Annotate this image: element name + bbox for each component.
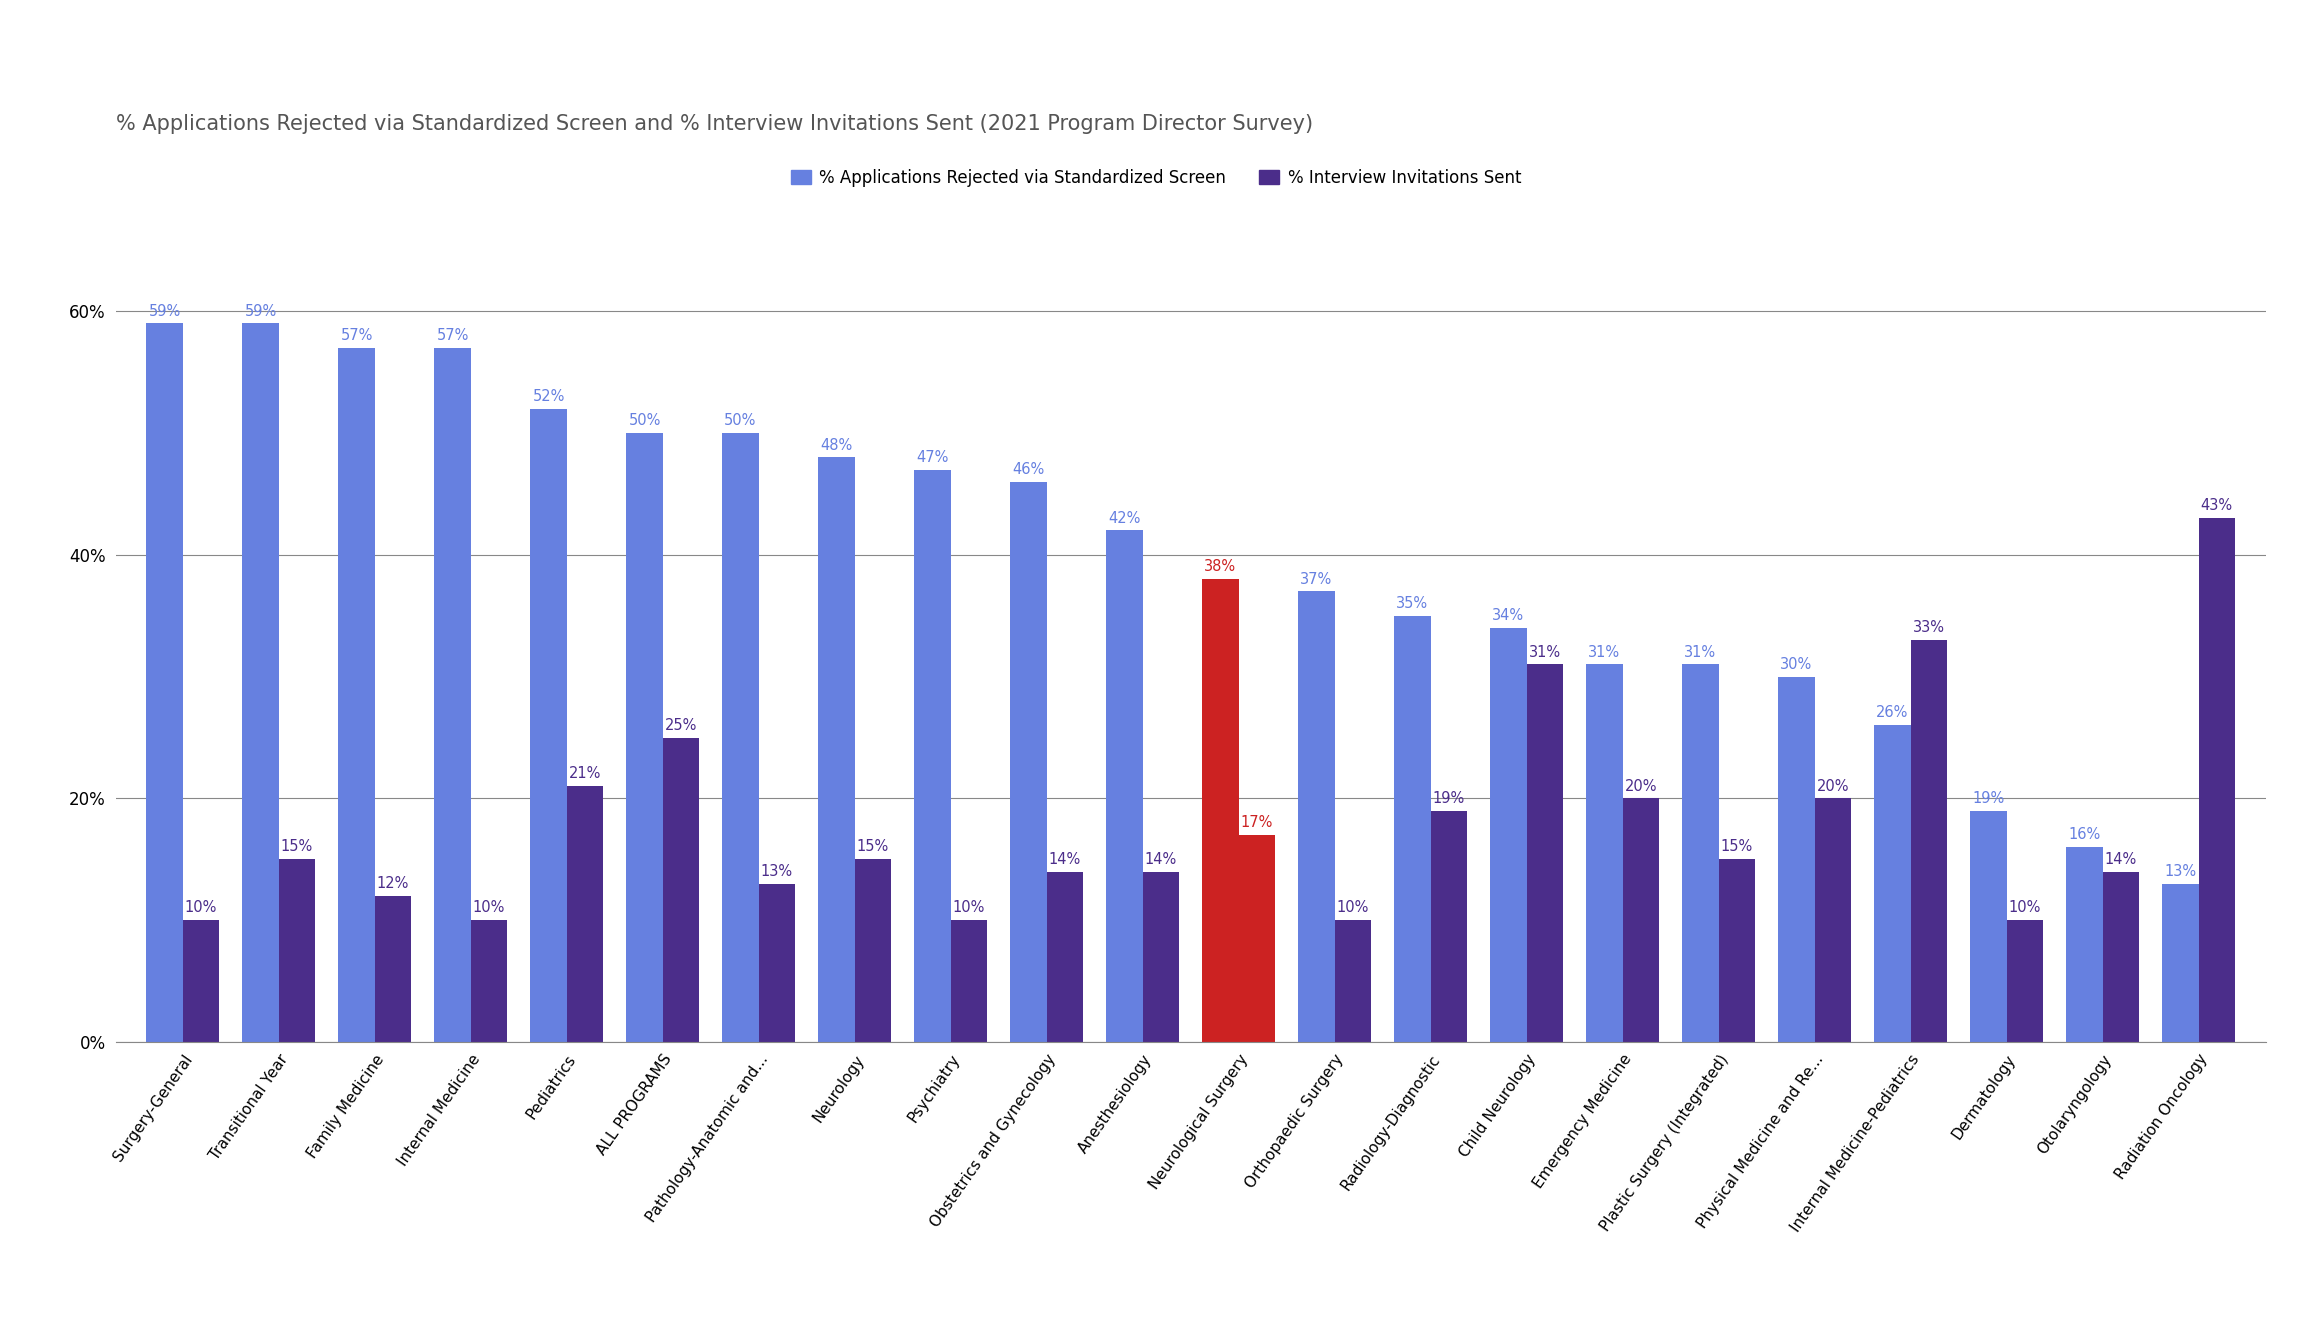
Bar <box>1623 799 1660 1042</box>
Text: 10%: 10% <box>474 900 506 915</box>
Text: 59%: 59% <box>245 303 277 318</box>
Text: 13%: 13% <box>2164 864 2196 879</box>
Text: 10%: 10% <box>2009 900 2041 915</box>
Bar <box>1526 664 1563 1042</box>
Bar <box>758 883 795 1042</box>
Bar <box>146 323 183 1042</box>
Text: 15%: 15% <box>1720 839 1752 855</box>
Text: 35%: 35% <box>1396 596 1429 611</box>
Text: 31%: 31% <box>1528 644 1561 660</box>
Bar <box>2162 883 2199 1042</box>
Text: 21%: 21% <box>569 767 601 782</box>
Bar <box>338 347 375 1042</box>
Bar <box>2067 847 2102 1042</box>
Bar <box>1586 664 1623 1042</box>
Text: 33%: 33% <box>1912 620 1944 635</box>
Bar <box>1683 664 1718 1042</box>
Bar <box>243 323 280 1042</box>
Text: 14%: 14% <box>1144 851 1177 867</box>
Text: 10%: 10% <box>1336 900 1369 915</box>
Bar <box>1010 482 1047 1042</box>
Text: 48%: 48% <box>821 437 853 453</box>
Text: 15%: 15% <box>858 839 890 855</box>
Bar <box>627 433 664 1042</box>
Text: 25%: 25% <box>666 717 698 732</box>
Text: 46%: 46% <box>1013 462 1045 477</box>
Bar <box>721 433 758 1042</box>
Bar <box>183 921 220 1042</box>
Bar <box>472 921 506 1042</box>
Text: 31%: 31% <box>1588 644 1621 660</box>
Bar <box>664 737 698 1042</box>
Bar <box>2007 921 2044 1042</box>
Text: 13%: 13% <box>761 864 793 879</box>
Text: % Applications Rejected via Standardized Screen and % Interview Invitations Sent: % Applications Rejected via Standardized… <box>116 114 1313 134</box>
Bar <box>2199 518 2236 1042</box>
Text: 26%: 26% <box>1875 705 1907 720</box>
Bar <box>855 859 890 1042</box>
Bar <box>1394 616 1431 1042</box>
Text: 20%: 20% <box>1817 779 1850 794</box>
Text: 30%: 30% <box>1780 657 1813 672</box>
Bar <box>950 921 987 1042</box>
Bar <box>1142 871 1179 1042</box>
Bar <box>818 457 855 1042</box>
Bar <box>280 859 314 1042</box>
Text: 57%: 57% <box>437 327 469 343</box>
Bar <box>1239 835 1276 1042</box>
Bar <box>1910 640 1947 1042</box>
Text: 16%: 16% <box>2069 827 2102 842</box>
Bar <box>913 469 950 1042</box>
Text: 34%: 34% <box>1491 608 1524 623</box>
Text: 43%: 43% <box>2201 498 2233 513</box>
Bar <box>1431 811 1468 1042</box>
Bar <box>1105 530 1142 1042</box>
Text: 47%: 47% <box>916 450 948 465</box>
Bar <box>375 896 412 1042</box>
Text: 15%: 15% <box>280 839 312 855</box>
Text: 50%: 50% <box>629 413 661 428</box>
Text: 12%: 12% <box>377 876 409 891</box>
Bar <box>435 347 472 1042</box>
Bar <box>1047 871 1082 1042</box>
Bar <box>529 409 566 1042</box>
Bar <box>566 787 603 1042</box>
Text: 19%: 19% <box>1972 791 2005 806</box>
Bar <box>2102 871 2139 1042</box>
Bar <box>1299 592 1334 1042</box>
Text: 10%: 10% <box>185 900 217 915</box>
Bar <box>1334 921 1371 1042</box>
Bar <box>1718 859 1755 1042</box>
Text: 52%: 52% <box>532 389 564 403</box>
Legend: % Applications Rejected via Standardized Screen, % Interview Invitations Sent: % Applications Rejected via Standardized… <box>784 162 1528 194</box>
Bar <box>1875 725 1910 1042</box>
Text: 37%: 37% <box>1299 572 1332 587</box>
Text: 59%: 59% <box>148 303 180 318</box>
Bar <box>1778 676 1815 1042</box>
Text: 17%: 17% <box>1242 815 1274 830</box>
Text: 57%: 57% <box>340 327 372 343</box>
Text: 14%: 14% <box>1050 851 1082 867</box>
Bar <box>1970 811 2007 1042</box>
Text: 19%: 19% <box>1433 791 1466 806</box>
Text: 42%: 42% <box>1107 510 1140 525</box>
Text: 50%: 50% <box>724 413 756 428</box>
Bar <box>1491 628 1526 1042</box>
Text: 14%: 14% <box>2104 851 2136 867</box>
Text: 31%: 31% <box>1685 644 1716 660</box>
Bar <box>1815 799 1852 1042</box>
Text: 20%: 20% <box>1625 779 1658 794</box>
Text: 10%: 10% <box>953 900 985 915</box>
Bar <box>1202 580 1239 1042</box>
Text: 38%: 38% <box>1205 560 1237 574</box>
